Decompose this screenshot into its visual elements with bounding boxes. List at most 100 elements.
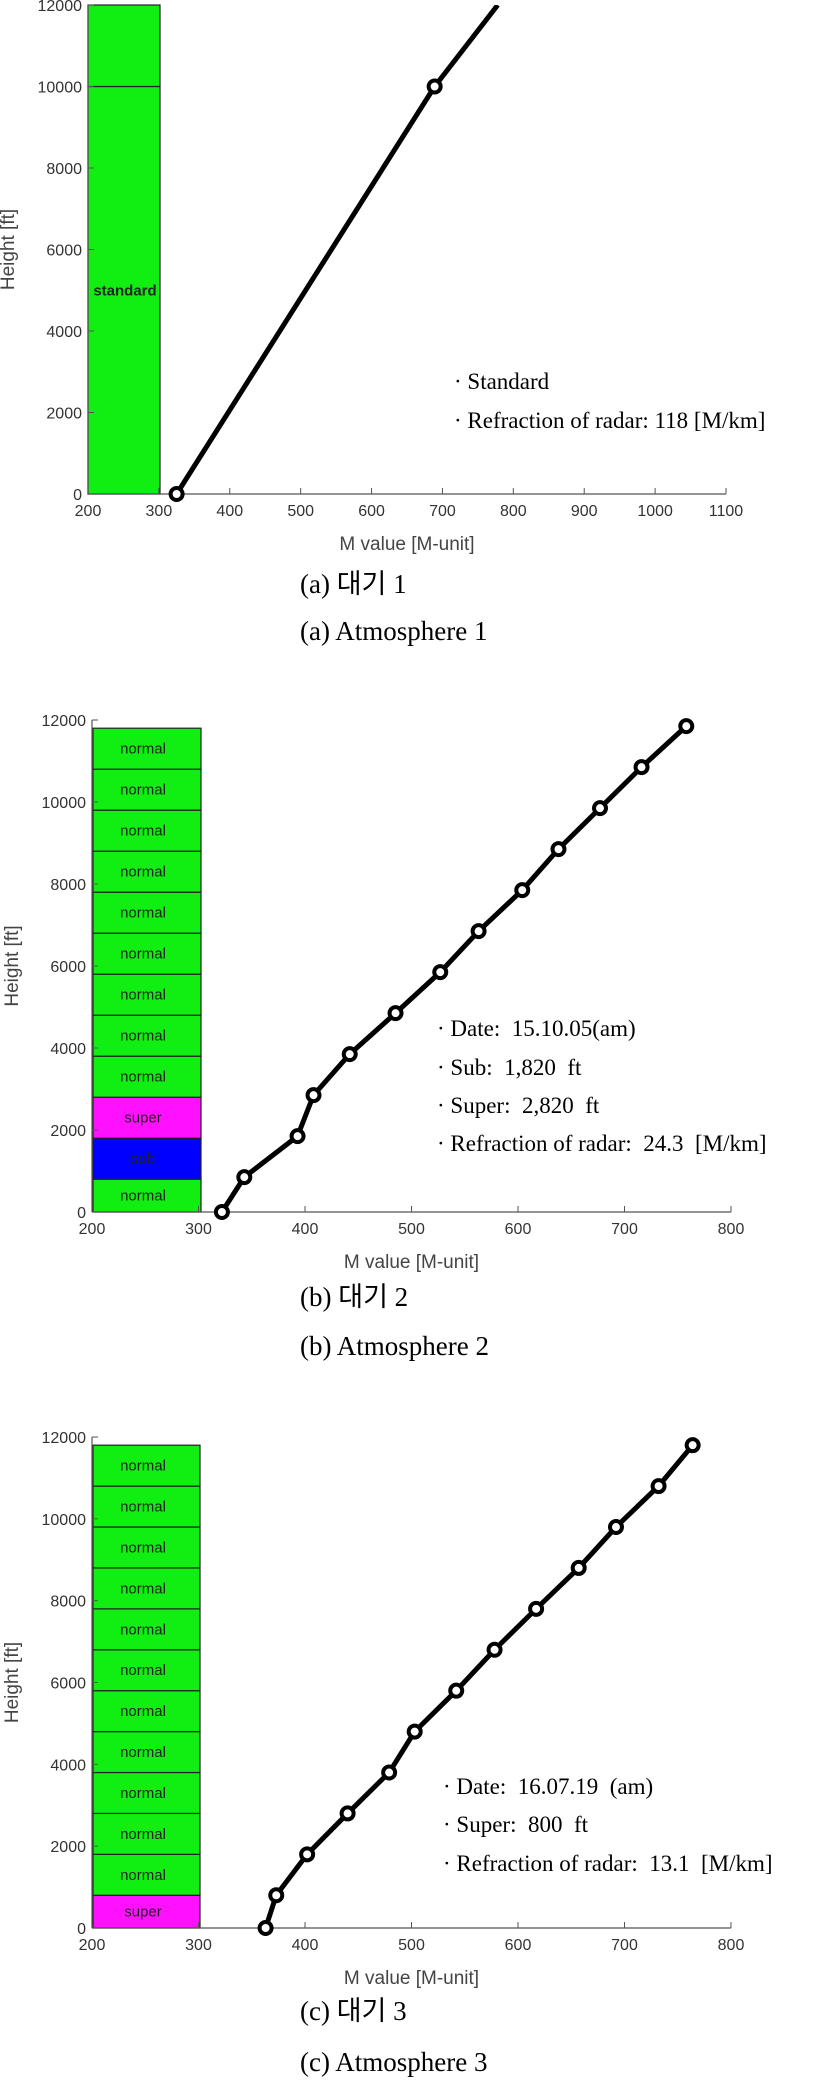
data-point — [650, 1478, 667, 1495]
x-axis-title: M value [M-unit] — [344, 1252, 479, 1273]
x-tick-label: 300 — [146, 503, 173, 520]
x-tick-label: 500 — [398, 1937, 425, 1954]
x-tick-label: 1000 — [637, 503, 673, 520]
data-point — [486, 1641, 503, 1658]
data-point — [514, 882, 531, 899]
layer-label: normal — [120, 782, 166, 799]
layer-block — [92, 1014, 202, 1057]
layer-block — [87, 4, 161, 88]
layer-block — [92, 1567, 201, 1610]
caption-english: (b) Atmosphere 2 — [300, 1331, 489, 1361]
layer-label: normal — [120, 741, 166, 758]
y-tick-label: 12000 — [42, 713, 87, 730]
x-tick-label: 300 — [185, 1937, 212, 1954]
layer-block — [92, 1608, 201, 1651]
data-point — [268, 1887, 285, 1904]
layer-block — [92, 973, 202, 1016]
layer-label: normal — [120, 1703, 166, 1720]
data-point — [257, 1920, 274, 1936]
layer-label: sub — [131, 1151, 155, 1168]
y-tick-label: 4000 — [46, 324, 82, 341]
data-point — [592, 800, 609, 817]
data-point — [633, 759, 650, 776]
x-tick-label: 400 — [216, 503, 243, 520]
y-axis-title: Height [ft] — [0, 209, 19, 290]
y-tick-label: 10000 — [42, 795, 87, 812]
y-axis-title: Height [ft] — [2, 1642, 23, 1723]
data-point — [387, 1005, 404, 1022]
layer-block — [92, 850, 202, 893]
layer-label: normal — [120, 864, 166, 881]
annotation-line: · Refraction of radar: 24.3 [M/km] — [437, 1131, 767, 1156]
layer-block — [92, 1055, 202, 1098]
layer-block — [92, 1649, 201, 1692]
layer-block — [92, 1444, 201, 1487]
y-tick-label: 6000 — [50, 959, 86, 976]
caption-english: (a) Atmosphere 1 — [300, 616, 487, 646]
layer-label: super — [124, 1110, 162, 1127]
layer-block — [92, 1178, 202, 1213]
caption-korean: (c) 대기 3 — [300, 1996, 407, 2026]
annotation-line: · Refraction of radar: 118 [M/km] — [454, 408, 765, 433]
y-tick-label: 6000 — [50, 1676, 86, 1693]
annotation-line: · Date: 15.10.05(am) — [437, 1016, 636, 1041]
y-tick-label: 12000 — [42, 1430, 87, 1447]
y-tick-label: 10000 — [42, 1512, 87, 1529]
layer-label: super — [124, 1904, 162, 1921]
layer-block — [92, 727, 202, 770]
layer-label: normal — [120, 1069, 166, 1086]
layer-label: normal — [120, 1826, 166, 1843]
x-tick-label: 700 — [429, 503, 456, 520]
y-tick-label: 12000 — [38, 0, 83, 15]
data-point — [607, 1519, 624, 1536]
x-axis-title: M value [M-unit] — [339, 534, 474, 555]
data-point — [684, 1437, 701, 1454]
x-tick-label: 600 — [505, 1221, 532, 1238]
layer-block — [92, 809, 202, 852]
annotation-line: · Sub: 1,820 ft — [437, 1055, 582, 1080]
data-point — [236, 1169, 253, 1186]
data-point — [341, 1046, 358, 1063]
layer-label: normal — [120, 1621, 166, 1638]
data-point — [305, 1087, 322, 1104]
layer-block — [92, 1096, 202, 1139]
data-point — [678, 718, 695, 735]
x-tick-label: 700 — [611, 1221, 638, 1238]
annotation-line: · Super: 2,820 ft — [437, 1093, 600, 1118]
data-point — [470, 923, 487, 940]
y-tick-label: 0 — [77, 1921, 86, 1938]
layer-label: normal — [120, 1499, 166, 1516]
annotation-line: · Date: 16.07.19 (am) — [443, 1774, 653, 1799]
y-axis-title: Height [ft] — [2, 925, 23, 1006]
series-line — [174, 5, 500, 496]
x-tick-label: 500 — [398, 1221, 425, 1238]
chart-panel-2: normal sub super normal normal normal normal no… — [2, 713, 767, 1361]
layer-block — [87, 85, 161, 495]
y-tick-label: 8000 — [50, 1594, 86, 1611]
data-point — [299, 1846, 316, 1863]
layer-label: normal — [120, 1785, 166, 1802]
data-point — [289, 1128, 306, 1145]
x-tick-label: 800 — [718, 1937, 745, 1954]
x-tick-label: 300 — [185, 1221, 212, 1238]
x-tick-label: 200 — [75, 503, 102, 520]
layer-block — [92, 768, 202, 811]
x-tick-label: 900 — [571, 503, 598, 520]
caption-korean: (b) 대기 2 — [300, 1282, 408, 1312]
data-point — [432, 964, 449, 981]
layer-block — [92, 1485, 201, 1528]
layer-block — [92, 1526, 201, 1569]
x-tick-label: 400 — [292, 1937, 319, 1954]
x-axis-title: M value [M-unit] — [344, 1968, 479, 1989]
layer-block — [92, 1690, 201, 1733]
y-tick-label: 0 — [73, 487, 82, 504]
annotation-line: · Refraction of radar: 13.1 [M/km] — [443, 1851, 773, 1876]
x-tick-label: 200 — [79, 1937, 106, 1954]
data-point — [528, 1600, 545, 1617]
annotation-line: · Standard — [454, 369, 550, 394]
x-tick-label: 600 — [358, 503, 385, 520]
annotation-line: · Super: 800 ft — [443, 1812, 589, 1837]
layer-block — [92, 1771, 201, 1815]
data-point — [550, 841, 567, 858]
